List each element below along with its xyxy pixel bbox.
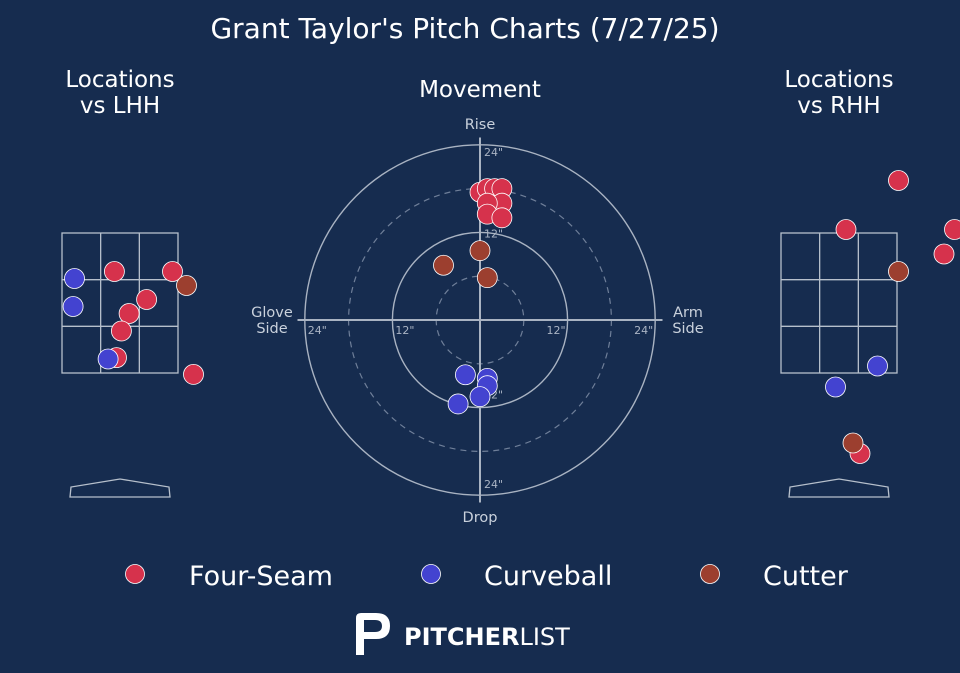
axis-label-rise: Rise bbox=[465, 117, 496, 133]
legend: Four-Seam Curveball Cutter bbox=[125, 561, 849, 592]
ring-label-24-top: 24" bbox=[484, 146, 503, 159]
svg-text:PITCHERLIST: PITCHERLIST bbox=[404, 623, 570, 651]
ring-label-24-bottom: 24" bbox=[484, 478, 503, 491]
pitcherlist-p-icon bbox=[356, 613, 390, 655]
ring-label-12-top: 12" bbox=[484, 227, 503, 240]
brand-bold: PITCHER bbox=[404, 623, 519, 651]
legend-cutter-label: Cutter bbox=[763, 561, 849, 592]
legend-cutter-marker bbox=[700, 564, 720, 584]
movement-curveball-point bbox=[469, 386, 491, 408]
movement-cutter-point bbox=[469, 240, 491, 262]
ring-label-24-left: 24" bbox=[308, 324, 327, 337]
movement-curveball-point bbox=[454, 364, 476, 386]
rhh-curveball-point bbox=[825, 376, 846, 398]
locations-vs-lhh-panel: Locations vs LHH bbox=[61, 67, 204, 498]
ring-label-12-right: 12" bbox=[547, 324, 566, 337]
movement-four-seam-point bbox=[491, 207, 513, 229]
ring-label-24-right: 24" bbox=[634, 324, 653, 337]
rhh-four-seam-point bbox=[835, 219, 857, 240]
movement-curveball-point bbox=[447, 393, 469, 415]
locations-vs-rhh-panel: Locations vs RHH bbox=[780, 67, 960, 498]
lhh-four-seam-point bbox=[183, 363, 204, 385]
movement-cutter-point bbox=[433, 254, 454, 276]
legend-four-seam-label: Four-Seam bbox=[189, 561, 333, 592]
axis-label-glove-side: Glove Side bbox=[251, 305, 293, 337]
lhh-four-seam-point bbox=[162, 261, 183, 282]
ring-label-12-left: 12" bbox=[395, 324, 414, 337]
movement-title: Movement bbox=[419, 77, 541, 103]
lhh-four-seam-point bbox=[118, 303, 140, 324]
rhh-four-seam-point bbox=[888, 170, 909, 191]
lhh-four-seam-point bbox=[104, 261, 125, 282]
lhh-title: Locations vs LHH bbox=[65, 67, 174, 119]
brand-light: LIST bbox=[519, 623, 570, 651]
lhh-four-seam-point bbox=[111, 320, 132, 342]
rhh-four-seam-point bbox=[944, 219, 960, 240]
pitcherlist-logo: PITCHERLIST bbox=[356, 613, 570, 655]
movement-cutter-point bbox=[476, 267, 498, 289]
figure-title: Grant Taylor's Pitch Charts (7/27/25) bbox=[210, 12, 719, 45]
rhh-strike-zone bbox=[780, 232, 898, 374]
legend-curveball-label: Curveball bbox=[484, 561, 612, 592]
axis-label-arm-side: Arm Side bbox=[672, 305, 703, 337]
rhh-cutter-point bbox=[888, 261, 909, 282]
rhh-cutter-point bbox=[842, 432, 864, 454]
lhh-curveball-point bbox=[97, 348, 119, 370]
lhh-cutter-point bbox=[176, 275, 197, 296]
lhh-home-plate bbox=[69, 478, 171, 498]
legend-four-seam-marker bbox=[125, 564, 145, 584]
rhh-curveball-point bbox=[867, 355, 888, 377]
lhh-four-seam-point bbox=[136, 289, 158, 310]
rhh-home-plate bbox=[788, 478, 890, 498]
rhh-title: Locations vs RHH bbox=[784, 67, 893, 119]
lhh-curveball-point bbox=[64, 268, 85, 289]
axis-label-drop: Drop bbox=[463, 510, 498, 526]
rhh-four-seam-point bbox=[933, 243, 955, 265]
legend-curveball-marker bbox=[421, 564, 441, 584]
lhh-curveball-point bbox=[62, 296, 84, 317]
